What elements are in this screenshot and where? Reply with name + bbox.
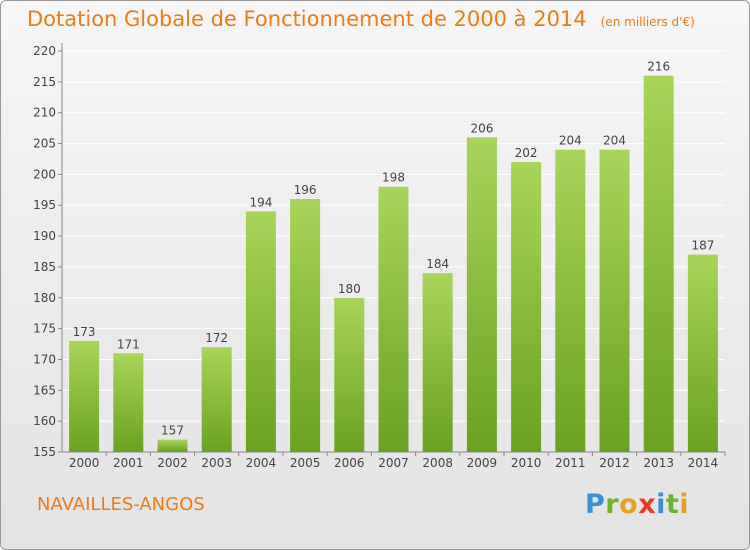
x-tick-label: 2013 <box>643 456 674 470</box>
y-tick-label: 165 <box>33 383 56 397</box>
logo-letter: i <box>679 489 690 520</box>
bar <box>466 137 497 452</box>
y-tick-label: 180 <box>33 291 56 305</box>
bar <box>157 439 188 452</box>
y-tick-label: 155 <box>33 445 56 459</box>
bar <box>555 149 586 452</box>
logo-letter: t <box>665 489 680 520</box>
y-tick-label: 185 <box>33 260 56 274</box>
data-label: 206 <box>470 121 493 135</box>
x-tick-label: 2008 <box>422 456 453 470</box>
bar <box>599 149 630 452</box>
logo-letter: x <box>638 489 657 520</box>
x-tick-label: 2007 <box>378 456 409 470</box>
x-tick-label: 2002 <box>157 456 188 470</box>
data-label: 204 <box>603 134 626 148</box>
data-label: 172 <box>205 331 228 345</box>
y-tick-label: 195 <box>33 198 56 212</box>
unit-text: (en milliers d'€) <box>600 15 695 29</box>
data-label: 180 <box>338 282 361 296</box>
data-label: 216 <box>647 60 670 74</box>
x-tick-label: 2014 <box>688 456 719 470</box>
logo-letter: i <box>656 489 666 520</box>
bar <box>113 353 144 452</box>
data-label: 173 <box>73 325 96 339</box>
data-label: 202 <box>515 146 538 160</box>
bar <box>290 199 321 452</box>
y-tick-label: 170 <box>33 352 56 366</box>
data-label: 184 <box>426 257 449 271</box>
x-tick-label: 2005 <box>290 456 321 470</box>
logo-letter: P <box>585 489 606 520</box>
title-text: Dotation Globale de Fonctionnement de 20… <box>27 7 587 31</box>
data-label: 187 <box>691 239 714 253</box>
bar <box>245 211 276 452</box>
data-label: 196 <box>294 183 317 197</box>
x-tick-label: 2003 <box>201 456 232 470</box>
x-tick-label: 2011 <box>555 456 586 470</box>
y-tick-label: 200 <box>33 167 56 181</box>
data-label: 171 <box>117 337 140 351</box>
commune-name: NAVAILLES-ANGOS <box>37 494 205 515</box>
y-tick-label: 190 <box>33 229 56 243</box>
bar <box>511 162 542 453</box>
data-label: 204 <box>559 134 582 148</box>
bar <box>643 75 674 452</box>
proxiti-logo[interactable]: Proxiti <box>585 489 689 520</box>
y-tick-label: 205 <box>33 137 56 151</box>
y-tick-label: 210 <box>33 106 56 120</box>
x-tick-label: 2004 <box>246 456 277 470</box>
data-label: 194 <box>249 195 272 209</box>
y-tick-label: 220 <box>33 44 56 58</box>
x-tick-label: 2006 <box>334 456 365 470</box>
logo-letter: r <box>605 489 620 520</box>
bar <box>69 340 100 452</box>
y-tick-label: 215 <box>33 75 56 89</box>
x-tick-label: 2001 <box>113 456 144 470</box>
bar <box>422 273 453 452</box>
x-tick-label: 2010 <box>511 456 542 470</box>
bar <box>201 347 232 452</box>
y-tick-label: 175 <box>33 322 56 336</box>
bar <box>334 297 365 452</box>
x-tick-label: 2012 <box>599 456 630 470</box>
logo-letter: o <box>619 489 639 520</box>
data-label: 198 <box>382 171 405 185</box>
bar <box>378 186 409 452</box>
data-label: 157 <box>161 424 184 438</box>
bar <box>687 254 718 452</box>
chart-title: Dotation Globale de Fonctionnement de 20… <box>27 7 695 31</box>
y-tick-label: 160 <box>33 414 56 428</box>
x-tick-label: 2000 <box>69 456 100 470</box>
x-tick-label: 2009 <box>467 456 498 470</box>
